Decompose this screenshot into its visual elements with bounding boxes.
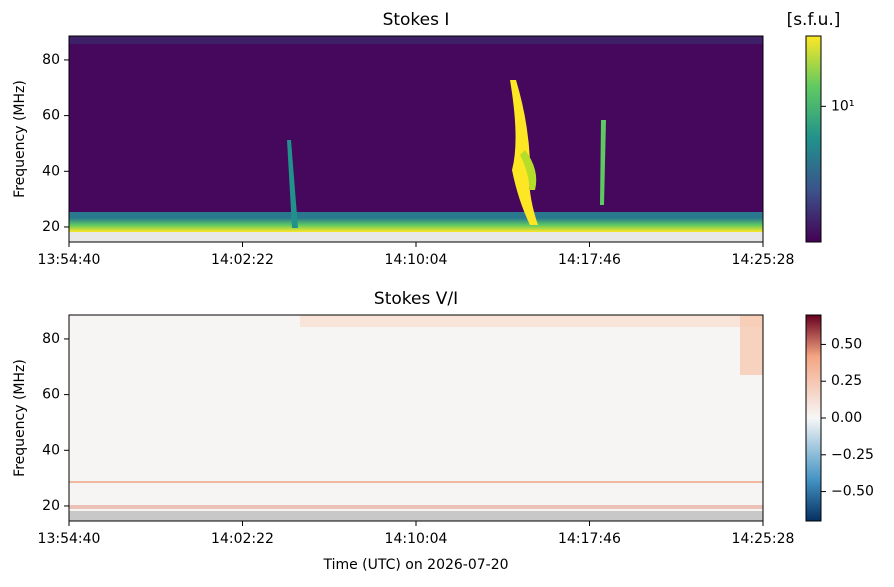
y-axis-label: Frequency (MHz) [12,359,28,477]
spectrogram-image [69,36,763,242]
chart-title: Stokes I [383,10,450,30]
x-tick-label: 13:54:40 [38,252,101,268]
colorbar-tick-label: 0.00 [831,410,862,426]
y-tick-label: 60 [42,387,60,403]
y-axis-label: Frequency (MHz) [12,80,28,198]
colorbar-tick-label: 10¹ [831,98,854,114]
colorbar-tick-label: 0.50 [831,336,862,352]
y-tick-label: 60 [42,108,60,124]
y-tick-label: 40 [42,442,60,458]
x-tick-label: 14:10:04 [385,252,448,268]
y-tick-label: 80 [42,52,60,68]
y-tick-label: 40 [42,163,60,179]
x-tick-label: 14:25:28 [732,252,795,268]
x-axis-label: Time (UTC) on 2026-07-20 [322,557,508,573]
colorbar-tick-label: −0.50 [831,484,874,500]
spectrogram-image [69,315,763,521]
y-tick-label: 80 [42,331,60,347]
colorbar-tick-label: 0.25 [831,373,862,389]
x-tick-label: 14:10:04 [385,531,448,547]
colorbar-label: [s.f.u.] [787,10,841,30]
y-tick-label: 20 [42,219,60,235]
colorbar [805,35,822,243]
x-tick-label: 14:02:22 [211,252,274,268]
x-tick-label: 13:54:40 [38,531,101,547]
colorbar-tick-label: −0.25 [831,447,874,463]
x-tick-label: 14:17:46 [558,531,621,547]
colorbar [805,314,822,522]
y-tick-label: 20 [42,498,60,514]
x-tick-label: 14:25:28 [732,531,795,547]
x-tick-label: 14:17:46 [558,252,621,268]
x-tick-label: 14:02:22 [211,531,274,547]
chart-title: Stokes V/I [374,289,458,309]
